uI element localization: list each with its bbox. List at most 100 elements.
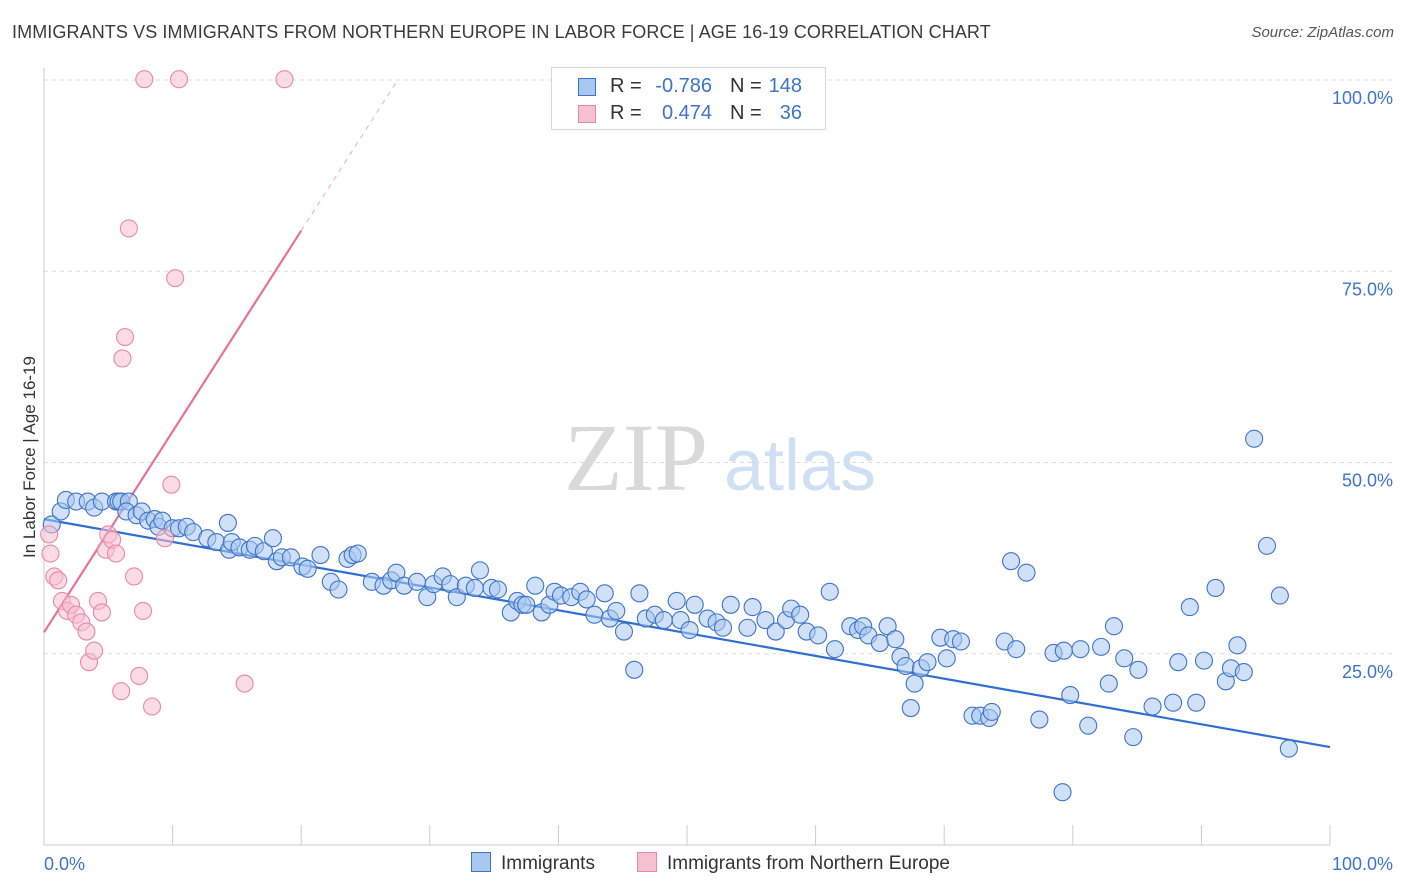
axes	[43, 68, 1331, 846]
point-northern-europe	[40, 525, 59, 544]
x-tick-label: 0.0%	[44, 854, 85, 874]
point-immigrants	[886, 630, 905, 649]
legend-n-label: N =	[730, 102, 762, 124]
point-immigrants	[329, 580, 348, 599]
point-immigrants	[1279, 739, 1298, 758]
bottom-legend-label-blue: Immigrants	[501, 853, 595, 874]
point-immigrants	[905, 674, 924, 693]
point-immigrants	[1104, 617, 1124, 636]
point-immigrants	[791, 605, 810, 624]
legend-swatch-pink	[578, 105, 596, 123]
point-immigrants	[298, 559, 317, 578]
source-label: Source: ZipAtlas.com	[1251, 24, 1394, 41]
legend-n-value: 36	[779, 102, 802, 124]
point-immigrants	[1017, 563, 1036, 582]
point-immigrants	[743, 598, 762, 617]
point-immigrants	[918, 653, 937, 672]
point-immigrants	[713, 618, 733, 637]
point-immigrants	[951, 632, 970, 651]
legend-r-label: R =	[610, 75, 642, 97]
y-axis-label: In Labor Force | Age 16-19	[20, 356, 39, 558]
point-immigrants	[685, 595, 704, 614]
point-immigrants	[1143, 697, 1162, 716]
point-immigrants	[595, 584, 614, 603]
point-northern-europe	[235, 674, 254, 693]
point-immigrants	[254, 542, 273, 561]
point-immigrants	[526, 576, 545, 595]
bottom-legend-label-pink: Immigrants from Northern Europe	[667, 853, 950, 874]
point-immigrants	[1007, 640, 1026, 659]
legend-r-value: -0.786	[655, 75, 712, 97]
point-immigrants	[982, 702, 1001, 721]
point-northern-europe	[41, 544, 60, 563]
tick-labels: 100.0% 75.0% 50.0% 25.0% 0.0% 100.0%	[44, 88, 1393, 874]
point-northern-europe	[142, 697, 162, 716]
y-tick-label: 50.0%	[1342, 471, 1393, 491]
point-immigrants	[517, 595, 536, 614]
point-immigrants	[896, 656, 915, 676]
point-immigrants	[1270, 586, 1289, 605]
point-immigrants	[470, 561, 490, 580]
point-immigrants	[1092, 637, 1111, 656]
legend-r-value: 0.474	[661, 102, 712, 124]
watermark-atlas: atlas	[724, 426, 876, 506]
point-immigrants	[1180, 598, 1199, 617]
y-tick-label: 75.0%	[1342, 279, 1393, 299]
point-northern-europe	[133, 601, 153, 620]
point-immigrants	[218, 513, 237, 532]
point-immigrants	[1245, 429, 1264, 448]
y-tick-label: 25.0%	[1342, 662, 1393, 682]
point-immigrants	[654, 611, 673, 630]
point-immigrants	[1061, 686, 1080, 705]
point-northern-europe	[166, 269, 185, 288]
point-immigrants	[1129, 660, 1148, 679]
point-immigrants	[1054, 641, 1073, 660]
point-immigrants	[1164, 693, 1183, 712]
point-immigrants	[465, 578, 484, 598]
point-immigrants	[766, 622, 785, 641]
point-immigrants	[630, 584, 649, 603]
legend-row-immigrants: R = -0.786 N = 148	[552, 74, 825, 100]
point-immigrants	[1187, 693, 1206, 712]
point-immigrants	[820, 582, 839, 601]
legend-swatch-blue	[578, 78, 596, 96]
point-immigrants	[1206, 578, 1225, 598]
point-northern-europe	[106, 544, 126, 563]
series-northern-europe	[40, 70, 294, 716]
point-immigrants	[1169, 653, 1188, 672]
point-immigrants	[1115, 649, 1134, 668]
point-immigrants	[1228, 636, 1247, 655]
point-northern-europe	[85, 641, 104, 660]
point-immigrants	[1053, 783, 1072, 802]
point-immigrants	[1071, 640, 1090, 659]
point-immigrants	[937, 649, 956, 668]
point-northern-europe	[92, 603, 111, 622]
chart-title: IMMIGRANTS VS IMMIGRANTS FROM NORTHERN E…	[12, 22, 991, 42]
bottom-legend-northern-europe: Immigrants from Northern Europe	[637, 852, 950, 875]
point-immigrants	[488, 580, 508, 599]
point-northern-europe	[162, 475, 181, 494]
point-immigrants	[738, 618, 757, 637]
point-immigrants	[585, 605, 604, 624]
point-northern-europe	[124, 567, 144, 586]
point-northern-europe	[115, 327, 135, 347]
point-immigrants	[901, 699, 920, 718]
point-immigrants	[1257, 536, 1277, 555]
point-northern-europe	[135, 70, 154, 89]
point-northern-europe	[49, 571, 68, 590]
legend-n-label: N =	[730, 75, 762, 97]
point-immigrants	[1194, 651, 1214, 670]
point-immigrants	[1234, 663, 1253, 682]
legend-row-northern-europe: R = 0.474 N = 36	[552, 101, 825, 127]
point-northern-europe	[112, 682, 131, 701]
bottom-legend-immigrants: Immigrants	[471, 852, 595, 875]
point-immigrants	[407, 572, 426, 591]
point-immigrants	[311, 546, 330, 565]
legend-n-value: 148	[768, 75, 802, 97]
point-immigrants	[263, 529, 282, 548]
point-northern-europe	[113, 349, 132, 368]
point-immigrants	[1002, 552, 1021, 571]
point-northern-europe	[77, 622, 96, 641]
point-immigrants	[756, 611, 775, 630]
